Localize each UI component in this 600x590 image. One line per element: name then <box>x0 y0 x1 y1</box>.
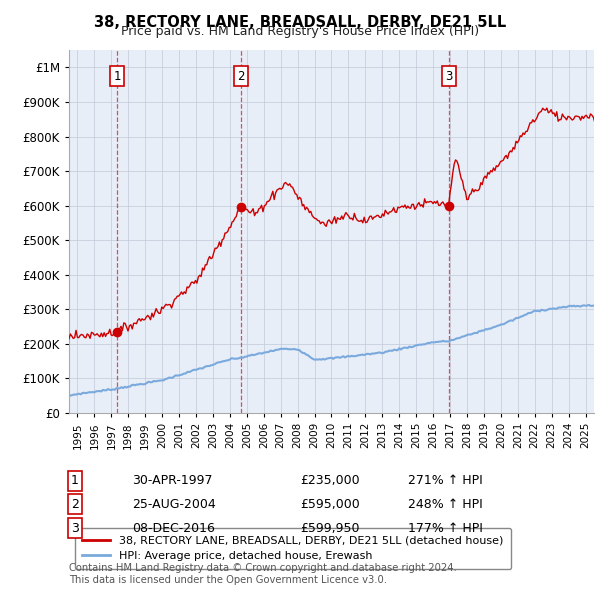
Text: 3: 3 <box>71 522 79 535</box>
Text: 1: 1 <box>113 70 121 83</box>
Text: Price paid vs. HM Land Registry's House Price Index (HPI): Price paid vs. HM Land Registry's House … <box>121 25 479 38</box>
Text: 1: 1 <box>71 474 79 487</box>
Text: £599,950: £599,950 <box>300 522 359 535</box>
Text: 3: 3 <box>445 70 452 83</box>
Text: 38, RECTORY LANE, BREADSALL, DERBY, DE21 5LL: 38, RECTORY LANE, BREADSALL, DERBY, DE21… <box>94 15 506 30</box>
Text: £235,000: £235,000 <box>300 474 359 487</box>
Text: Contains HM Land Registry data © Crown copyright and database right 2024.
This d: Contains HM Land Registry data © Crown c… <box>69 563 457 585</box>
Legend: 38, RECTORY LANE, BREADSALL, DERBY, DE21 5LL (detached house), HPI: Average pric: 38, RECTORY LANE, BREADSALL, DERBY, DE21… <box>74 528 511 569</box>
Text: 271% ↑ HPI: 271% ↑ HPI <box>408 474 483 487</box>
Text: 08-DEC-2016: 08-DEC-2016 <box>132 522 215 535</box>
Text: £595,000: £595,000 <box>300 498 360 511</box>
Text: 25-AUG-2004: 25-AUG-2004 <box>132 498 216 511</box>
Text: 2: 2 <box>71 498 79 511</box>
Text: 30-APR-1997: 30-APR-1997 <box>132 474 212 487</box>
Text: 248% ↑ HPI: 248% ↑ HPI <box>408 498 483 511</box>
Text: 2: 2 <box>237 70 245 83</box>
Text: 177% ↑ HPI: 177% ↑ HPI <box>408 522 483 535</box>
